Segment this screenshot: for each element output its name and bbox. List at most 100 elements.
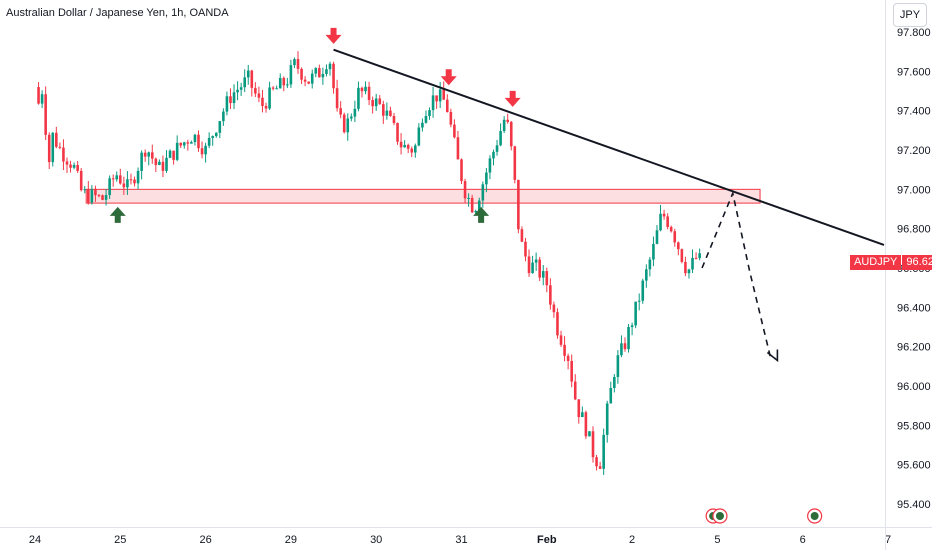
candle-body	[588, 431, 591, 437]
candle-body	[662, 213, 666, 217]
candle-body	[403, 144, 406, 148]
event-marker-dot	[715, 512, 724, 520]
candle-body	[488, 158, 492, 173]
candle-body	[357, 87, 360, 109]
candle-body	[101, 195, 104, 200]
candle-body	[684, 261, 687, 274]
candle-body	[179, 142, 183, 146]
candle-body	[282, 77, 286, 86]
candle-body	[325, 69, 328, 74]
candle-body	[517, 179, 520, 230]
candle-body	[591, 431, 595, 458]
candle-body	[694, 257, 698, 259]
y-tick-label: 95.600	[897, 460, 931, 472]
candle-body	[264, 105, 268, 109]
candle-body	[150, 152, 154, 159]
candle-body	[687, 269, 691, 274]
candle-body	[318, 68, 321, 78]
resistance-trendline	[333, 48, 885, 246]
candle-body	[108, 178, 111, 196]
y-tick-label: 97.800	[897, 27, 931, 39]
candle-body	[158, 161, 161, 165]
candle-body	[648, 259, 652, 270]
candle-body	[538, 259, 541, 278]
candle-body	[303, 79, 307, 82]
candle-body	[605, 403, 609, 435]
candle-body	[645, 269, 648, 281]
candle-body	[382, 104, 385, 116]
event-marker-dot	[810, 512, 819, 520]
arrow-down-icon	[440, 69, 457, 86]
x-tick-label: 6	[800, 534, 806, 546]
candle-body	[413, 145, 417, 153]
candle-body	[232, 92, 236, 104]
candle-body	[268, 87, 271, 109]
x-tick-label: 5	[714, 534, 720, 546]
candle-body	[677, 242, 680, 250]
candle-body	[396, 122, 399, 142]
candle-body	[289, 65, 293, 85]
candle-body	[556, 312, 559, 336]
candle-body	[286, 84, 289, 86]
candle-body	[559, 335, 563, 345]
candle-body	[499, 131, 502, 146]
candle-body	[602, 434, 605, 469]
candle-body	[69, 164, 72, 168]
x-tick-label: 25	[114, 534, 126, 546]
projection-arrowhead	[766, 349, 779, 363]
symbol-label: AUDJPY	[850, 255, 902, 270]
candle-body	[211, 136, 215, 138]
candle-body	[620, 343, 623, 356]
candle-body	[239, 87, 243, 90]
y-tick-label: 96.400	[897, 302, 931, 314]
candle-body	[470, 197, 474, 213]
candle-body	[595, 457, 598, 467]
currency-button[interactable]: JPY	[893, 3, 927, 27]
candle-body	[527, 256, 531, 274]
candle-body	[481, 184, 485, 201]
candle-body	[126, 179, 129, 188]
candle-body	[76, 164, 79, 171]
candle-body	[186, 142, 190, 144]
candle-body	[275, 88, 278, 90]
candle-body	[616, 355, 620, 377]
arrow-down-icon	[325, 27, 342, 44]
last-price-label: 96.629	[902, 255, 932, 270]
candle-body	[371, 100, 374, 107]
candle-body	[666, 216, 669, 228]
candle-body	[83, 189, 87, 191]
time-axis-divider	[0, 527, 932, 528]
candle-body	[641, 280, 645, 301]
candle-body	[136, 170, 140, 184]
x-tick-label: 2	[629, 534, 635, 546]
candle-body	[310, 73, 314, 84]
y-tick-label: 97.000	[897, 184, 931, 196]
candle-body	[190, 142, 193, 144]
candle-body	[364, 86, 367, 92]
y-tick-label: 97.200	[897, 145, 931, 157]
candle-body	[62, 147, 65, 162]
x-tick-label: 24	[29, 534, 41, 546]
candle-body	[541, 271, 545, 278]
candle-body	[225, 96, 229, 112]
candle-body	[495, 145, 499, 152]
candle-body	[278, 77, 282, 89]
candle-body	[509, 121, 513, 147]
candle-body	[467, 197, 470, 199]
candle-body	[90, 189, 94, 203]
candle-body	[378, 98, 382, 105]
candle-body	[570, 360, 573, 382]
candle-body	[428, 110, 431, 116]
candle-body	[87, 189, 90, 203]
candle-body	[652, 243, 655, 260]
chart-title: Australian Dollar / Japanese Yen, 1h, OA…	[6, 7, 229, 19]
candle-body	[37, 87, 40, 104]
candle-body	[463, 181, 467, 199]
candle-body	[673, 231, 677, 243]
x-tick-label: 7	[885, 534, 891, 546]
candle-body	[243, 77, 246, 88]
candle-body	[573, 381, 577, 400]
candle-body	[453, 124, 456, 138]
support-zone	[85, 188, 761, 204]
